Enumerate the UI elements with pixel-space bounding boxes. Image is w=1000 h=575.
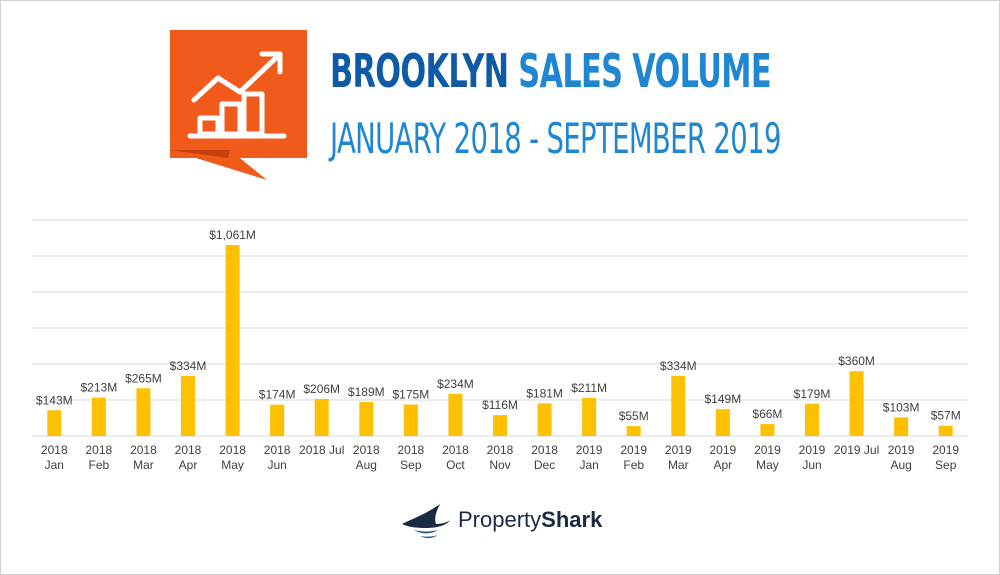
x-tick-label: Sep [935,458,957,472]
x-tick-label: Dec [534,458,555,472]
data-label: $213M [81,381,118,395]
data-label: $265M [125,371,162,385]
data-label: $179M [794,387,831,401]
x-tick-label: Aug [356,458,377,472]
brand-name-bold: Shark [541,507,603,532]
data-label: $234M [437,377,474,391]
x-tick-label: 2018 [130,443,157,457]
bar [181,375,195,436]
x-tick-label: 2018 [531,443,558,457]
data-label: $143M [36,393,73,407]
bar [938,425,953,436]
bar [849,371,864,436]
data-label: $57M [931,409,961,423]
data-label: $66M [752,407,782,421]
x-tick-label: Apr [179,458,198,472]
shark-fin-icon [402,504,450,539]
bar [91,397,106,436]
bar [537,403,552,436]
x-tick-label: 2018 [175,443,202,457]
x-tick-label: Mar [668,458,689,472]
x-tick-label: 2019 [576,443,603,457]
bar [225,245,240,436]
bar [805,403,819,436]
data-label: $116M [482,398,518,412]
bar-chart: $143M2018Jan$213M2018Feb$265M2018Mar$334… [32,219,968,472]
bar [493,415,507,436]
x-tick-label: Oct [446,458,465,472]
data-label: $149M [705,392,742,406]
x-tick-label: 2018 Jul [299,443,344,457]
title-light: SALES VOLUME [518,44,771,98]
x-tick-label: Jun [267,458,286,472]
x-tick-label: 2018 [353,443,380,457]
chart-title: BROOKLYN SALES VOLUME [330,48,772,94]
bar [136,388,151,436]
x-tick-label: 2019 [665,443,692,457]
bar [582,398,597,436]
x-tick-label: 2018 [398,443,425,457]
bar [359,401,374,436]
brand-name-light: Property [458,507,542,532]
bar [671,375,686,436]
x-tick-label: 2018 [41,443,68,457]
data-label: $1,061M [209,228,256,242]
data-label: $334M [660,359,697,373]
data-label: $334M [170,359,207,373]
data-label: $360M [838,354,875,368]
x-tick-label: 2018 [264,443,291,457]
x-tick-label: Apr [714,458,733,472]
x-tick-label: Feb [623,458,644,472]
x-tick-label: Mar [133,458,154,472]
bar [448,393,463,436]
bar [314,398,329,436]
x-tick-label: 2019 [754,443,781,457]
x-tick-label: May [221,458,244,472]
title-strong: BROOKLYN [330,44,509,98]
x-tick-label: 2019 [620,443,647,457]
logo-badge [170,30,307,158]
x-tick-label: 2018 [442,443,469,457]
x-tick-label: Jun [802,458,821,472]
x-tick-label: Aug [890,458,911,472]
x-tick-label: May [756,458,779,472]
bar [403,404,418,436]
data-label: $55M [619,409,649,423]
x-tick-label: Nov [489,458,510,472]
x-tick-label: Sep [400,458,422,472]
x-tick-label: 2018 [219,443,246,457]
data-label: $206M [303,382,340,396]
x-tick-label: 2019 [888,443,915,457]
bar [715,409,730,436]
data-label: $103M [883,400,920,414]
x-tick-label: Jan [45,458,64,472]
x-tick-label: 2018 [86,443,113,457]
data-label: $175M [393,388,430,402]
x-tick-label: 2019 [932,443,959,457]
bar [626,426,641,436]
bar [760,424,775,436]
bar [894,417,909,436]
brand-name: PropertyShark [458,507,602,533]
data-label: $174M [259,388,296,402]
data-label: $211M [571,381,607,395]
brand-logo: PropertyShark [400,500,602,540]
bar [47,410,62,436]
x-tick-label: 2019 Jul [834,443,879,457]
chart-subtitle: JANUARY 2018 - SEPTEMBER 2019 [330,114,781,163]
bar [270,404,285,436]
logo-callout-tail [170,150,267,180]
x-tick-label: 2019 [799,443,826,457]
x-tick-label: 2019 [710,443,737,457]
x-tick-label: Jan [579,458,598,472]
data-label: $181M [526,386,563,400]
x-tick-label: Feb [89,458,110,472]
rising-bar-chart-icon [187,51,287,139]
x-tick-label: 2018 [487,443,514,457]
data-label: $189M [348,385,385,399]
